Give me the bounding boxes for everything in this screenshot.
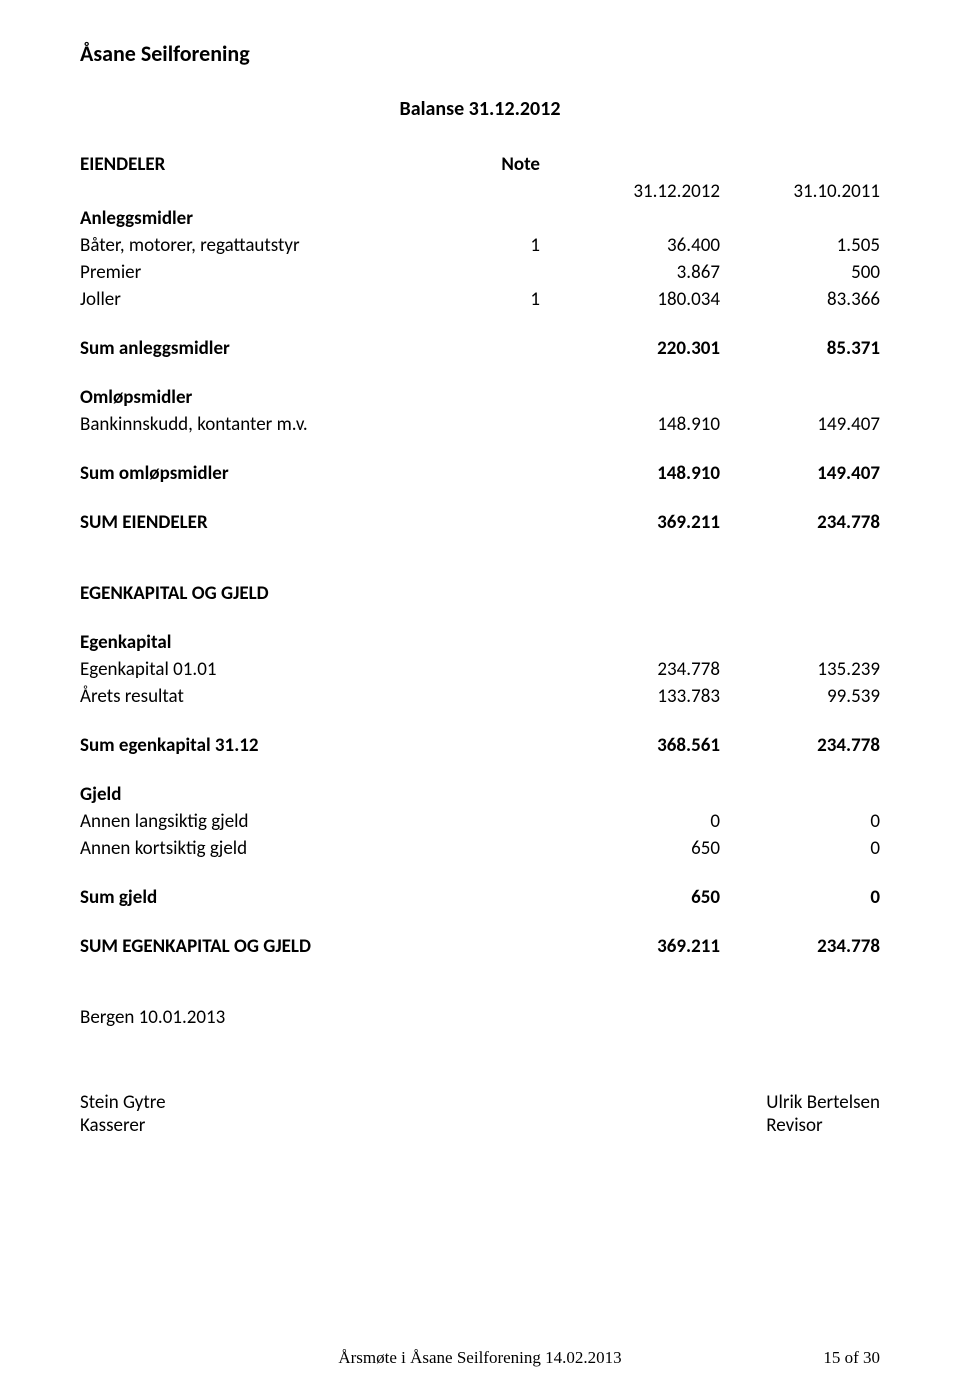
eiendeler-heading: EIENDELER: [80, 151, 496, 178]
col-date-b: 31.10.2011: [720, 178, 880, 205]
signer-role: Revisor: [766, 1114, 880, 1137]
org-name: Åsane Seilforening: [80, 40, 880, 67]
table-row: Båter, motorer, regattautstyr 1 36.400 1…: [80, 232, 880, 259]
balance-title: Balanse 31.12.2012: [240, 97, 720, 121]
note-heading: Note: [496, 151, 560, 178]
table-row: Årets resultat 133.783 99.539: [80, 683, 880, 710]
signature-right: Ulrik Bertelsen Revisor: [766, 1091, 880, 1137]
table-row: Egenkapital 01.01 234.778 135.239: [80, 656, 880, 683]
sum-row: Sum gjeld 650 0: [80, 884, 880, 911]
signer-name: Ulrik Bertelsen: [766, 1091, 880, 1114]
section-heading: Gjeld: [80, 781, 880, 808]
signatures: Stein Gytre Kasserer Ulrik Bertelsen Rev…: [80, 1091, 880, 1137]
section-heading: Omløpsmidler: [80, 384, 880, 411]
grand-sum-row: SUM EIENDELER 369.211 234.778: [80, 509, 880, 536]
section-heading: Anleggsmidler: [80, 205, 880, 232]
table-row: Annen langsiktig gjeld 0 0: [80, 808, 880, 835]
place-date-row: Bergen 10.01.2013: [80, 1004, 880, 1031]
financial-table: EIENDELER Note 31.12.2012 31.10.2011 Anl…: [80, 151, 880, 1031]
section-heading: Egenkapital: [80, 629, 880, 656]
table-row: Bankinnskudd, kontanter m.v. 148.910 149…: [80, 411, 880, 438]
sum-row: Sum egenkapital 31.12 368.561 234.778: [80, 732, 880, 759]
section-heading: EGENKAPITAL OG GJELD: [80, 580, 880, 607]
signature-left: Stein Gytre Kasserer: [80, 1091, 166, 1137]
page: Åsane Seilforening Balanse 31.12.2012 EI…: [0, 0, 960, 1398]
signer-role: Kasserer: [80, 1114, 166, 1137]
table-row: Joller 1 180.034 83.366: [80, 286, 880, 313]
header-row: EIENDELER Note: [80, 151, 880, 178]
sum-row: Sum omløpsmidler 148.910 149.407: [80, 460, 880, 487]
grand-sum-row: SUM EGENKAPITAL OG GJELD 369.211 234.778: [80, 933, 880, 960]
signer-name: Stein Gytre: [80, 1091, 166, 1114]
date-row: 31.12.2012 31.10.2011: [80, 178, 880, 205]
sum-row: Sum anleggsmidler 220.301 85.371: [80, 335, 880, 362]
table-row: Annen kortsiktig gjeld 650 0: [80, 835, 880, 862]
footer-center: Årsmøte i Åsane Seilforening 14.02.2013: [80, 1348, 880, 1368]
table-row: Premier 3.867 500: [80, 259, 880, 286]
col-date-a: 31.12.2012: [560, 178, 720, 205]
page-footer: Årsmøte i Åsane Seilforening 14.02.2013 …: [80, 1348, 880, 1368]
